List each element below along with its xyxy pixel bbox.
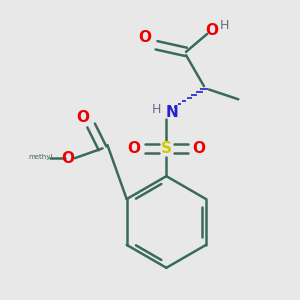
Text: O: O: [139, 30, 152, 45]
Text: O: O: [127, 141, 140, 156]
Text: N: N: [166, 105, 178, 120]
Text: methyl: methyl: [28, 154, 52, 160]
Text: S: S: [161, 141, 172, 156]
Text: O: O: [193, 141, 206, 156]
Text: O: O: [62, 151, 75, 166]
Text: H: H: [152, 103, 161, 116]
Text: O: O: [206, 23, 219, 38]
Text: O: O: [76, 110, 89, 125]
Text: H: H: [220, 19, 229, 32]
